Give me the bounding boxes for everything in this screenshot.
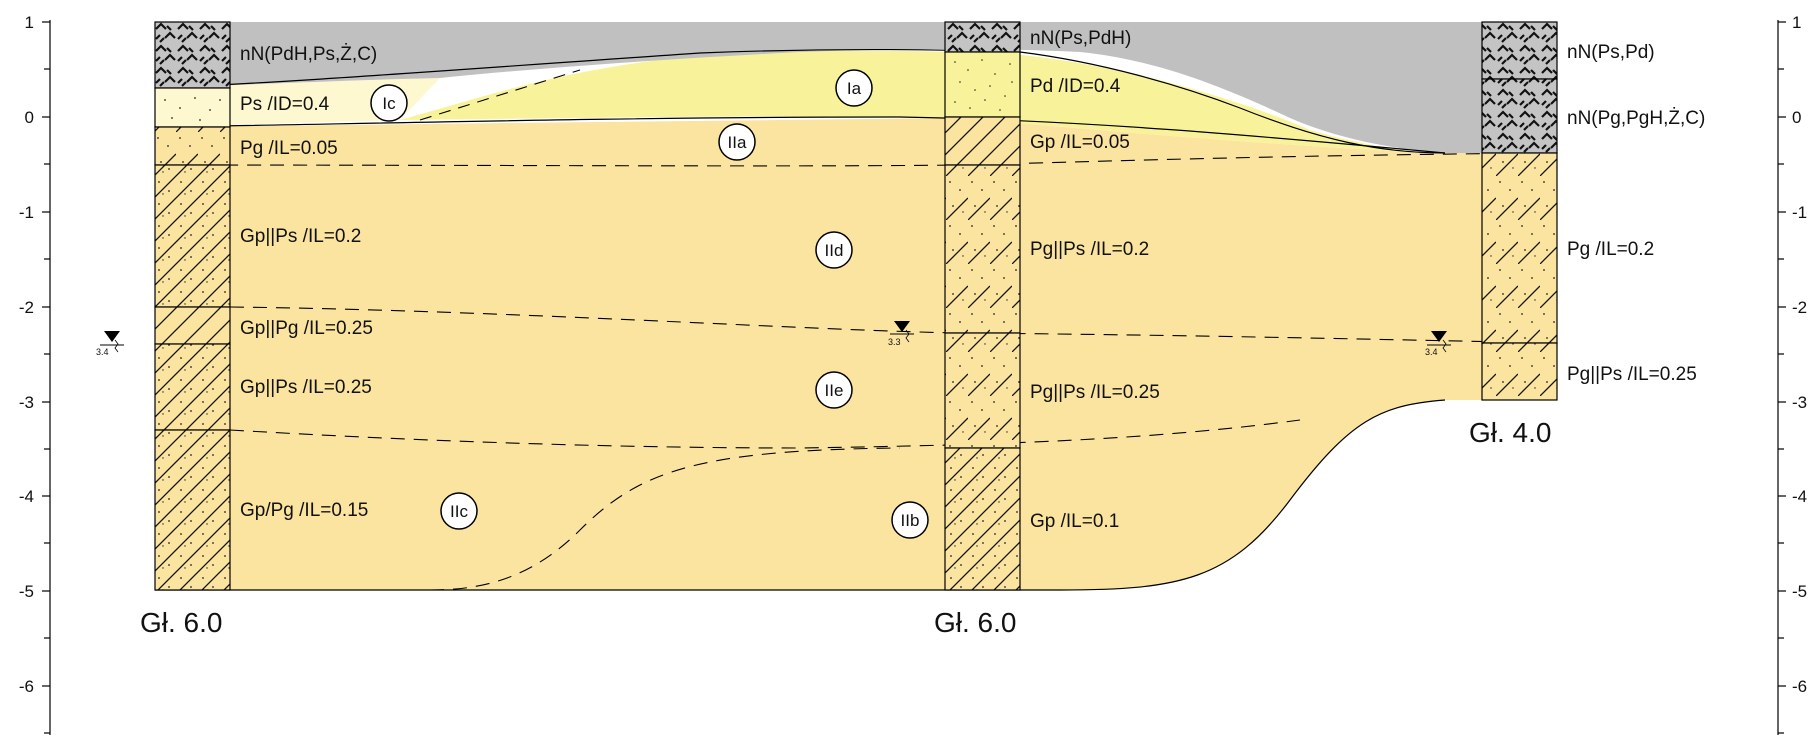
layer-label: Gp||Ps /IL=0.2 — [240, 226, 361, 247]
zone-marker: IIa — [718, 123, 756, 161]
layer-label: Gp /IL=0.1 — [1030, 511, 1119, 532]
zone-label: IId — [825, 241, 844, 260]
right-depth-axis: 1 0 -1 -2 -3 -4 -5 -6 — [1777, 13, 1807, 735]
axis-tick-label: -6 — [19, 677, 34, 696]
zone-marker: IIc — [440, 492, 478, 530]
water-level-marker: 3.4 — [1425, 331, 1451, 357]
zone-label: IIa — [728, 133, 747, 152]
yellow-sand-layer — [155, 50, 1445, 153]
clay-body — [155, 118, 1557, 590]
axis-tick-label: 0 — [25, 108, 34, 127]
left-depth-axis: 1 0 -1 -2 -3 -4 -5 -6 — [19, 13, 51, 735]
axis-tick-label: -3 — [19, 393, 34, 412]
layer-labels-borehole-3: nN(Ps,Pd) nN(Pg,PgH,Ż,C) Pg /IL=0.2 Pg||… — [1567, 42, 1705, 385]
layer-label: Pg||Ps /IL=0.25 — [1567, 364, 1697, 385]
zone-label: IIe — [825, 381, 844, 400]
axis-tick-label: 1 — [1792, 13, 1801, 32]
layer-label: nN(PdH,Ps,Ż,C) — [240, 44, 377, 65]
axis-tick-label: -1 — [19, 203, 34, 222]
zone-marker: Ic — [370, 84, 408, 122]
layer-label: Gp||Pg /IL=0.25 — [240, 318, 373, 339]
zone-label: Ic — [382, 94, 396, 113]
axis-tick-label: 1 — [25, 13, 34, 32]
axis-tick-label: 0 — [1792, 108, 1801, 127]
layer-label: nN(Ps,Pd) — [1567, 42, 1655, 63]
layer-label: nN(Pg,PgH,Ż,C) — [1567, 108, 1705, 129]
layer-label: Pg||Ps /IL=0.25 — [1030, 382, 1160, 403]
zone-marker: IIe — [815, 371, 853, 409]
zone-marker: IId — [815, 231, 853, 269]
zone-marker: IIb — [891, 501, 929, 539]
axis-tick-label: -4 — [19, 487, 34, 506]
fill-layer — [155, 22, 1557, 153]
layer-label: Gp/Pg /IL=0.15 — [240, 500, 368, 521]
layer-label: Gp /IL=0.05 — [1030, 132, 1130, 153]
borehole-depth-label: Gł. 6.0 — [934, 607, 1016, 638]
layer-label: Pd /ID=0.4 — [1030, 76, 1121, 97]
axis-tick-label: -4 — [1792, 487, 1807, 506]
borehole-2 — [944, 21, 1021, 591]
borehole-3 — [1481, 21, 1558, 401]
layer-label: Ps /ID=0.4 — [240, 94, 330, 115]
water-level-label: 3.3 — [888, 337, 901, 347]
layer-label: Pg /IL=0.05 — [240, 138, 338, 159]
axis-tick-label: -1 — [1792, 203, 1807, 222]
water-level-label: 3.4 — [1425, 347, 1438, 357]
water-level-marker: 3.4 — [96, 331, 124, 357]
layer-labels-borehole-1: nN(PdH,Ps,Ż,C) Ps /ID=0.4 Pg /IL=0.05 Gp… — [240, 44, 377, 521]
water-level-marker: 3.3 — [888, 321, 914, 347]
axis-tick-label: -5 — [1792, 582, 1807, 601]
layer-labels-borehole-2: nN(Ps,PdH) Pd /ID=0.4 Gp /IL=0.05 Pg||Ps… — [1030, 28, 1160, 532]
zone-label: Ia — [847, 79, 862, 98]
zone-label: IIb — [901, 511, 920, 530]
water-level-label: 3.4 — [96, 347, 109, 357]
zone-marker: Ia — [835, 69, 873, 107]
layer-label: nN(Ps,PdH) — [1030, 28, 1131, 49]
zone-label: IIc — [450, 502, 468, 521]
section-fills — [155, 22, 1557, 590]
layer-label: Gp||Ps /IL=0.25 — [240, 377, 372, 398]
zone-markers: Ia Ic IIa IId IIe IIc IIb — [370, 69, 929, 539]
borehole-depth-label: Gł. 6.0 — [140, 607, 222, 638]
axis-tick-label: -2 — [19, 298, 34, 317]
axis-tick-label: -5 — [19, 582, 34, 601]
borehole-1 — [154, 21, 231, 591]
borehole-depth-label: Gł. 4.0 — [1469, 417, 1551, 448]
axis-tick-label: -3 — [1792, 393, 1807, 412]
axis-tick-label: -2 — [1792, 298, 1807, 317]
layer-label: Pg||Ps /IL=0.2 — [1030, 239, 1149, 260]
axis-tick-label: -6 — [1792, 677, 1807, 696]
layer-label: Pg /IL=0.2 — [1567, 239, 1654, 260]
